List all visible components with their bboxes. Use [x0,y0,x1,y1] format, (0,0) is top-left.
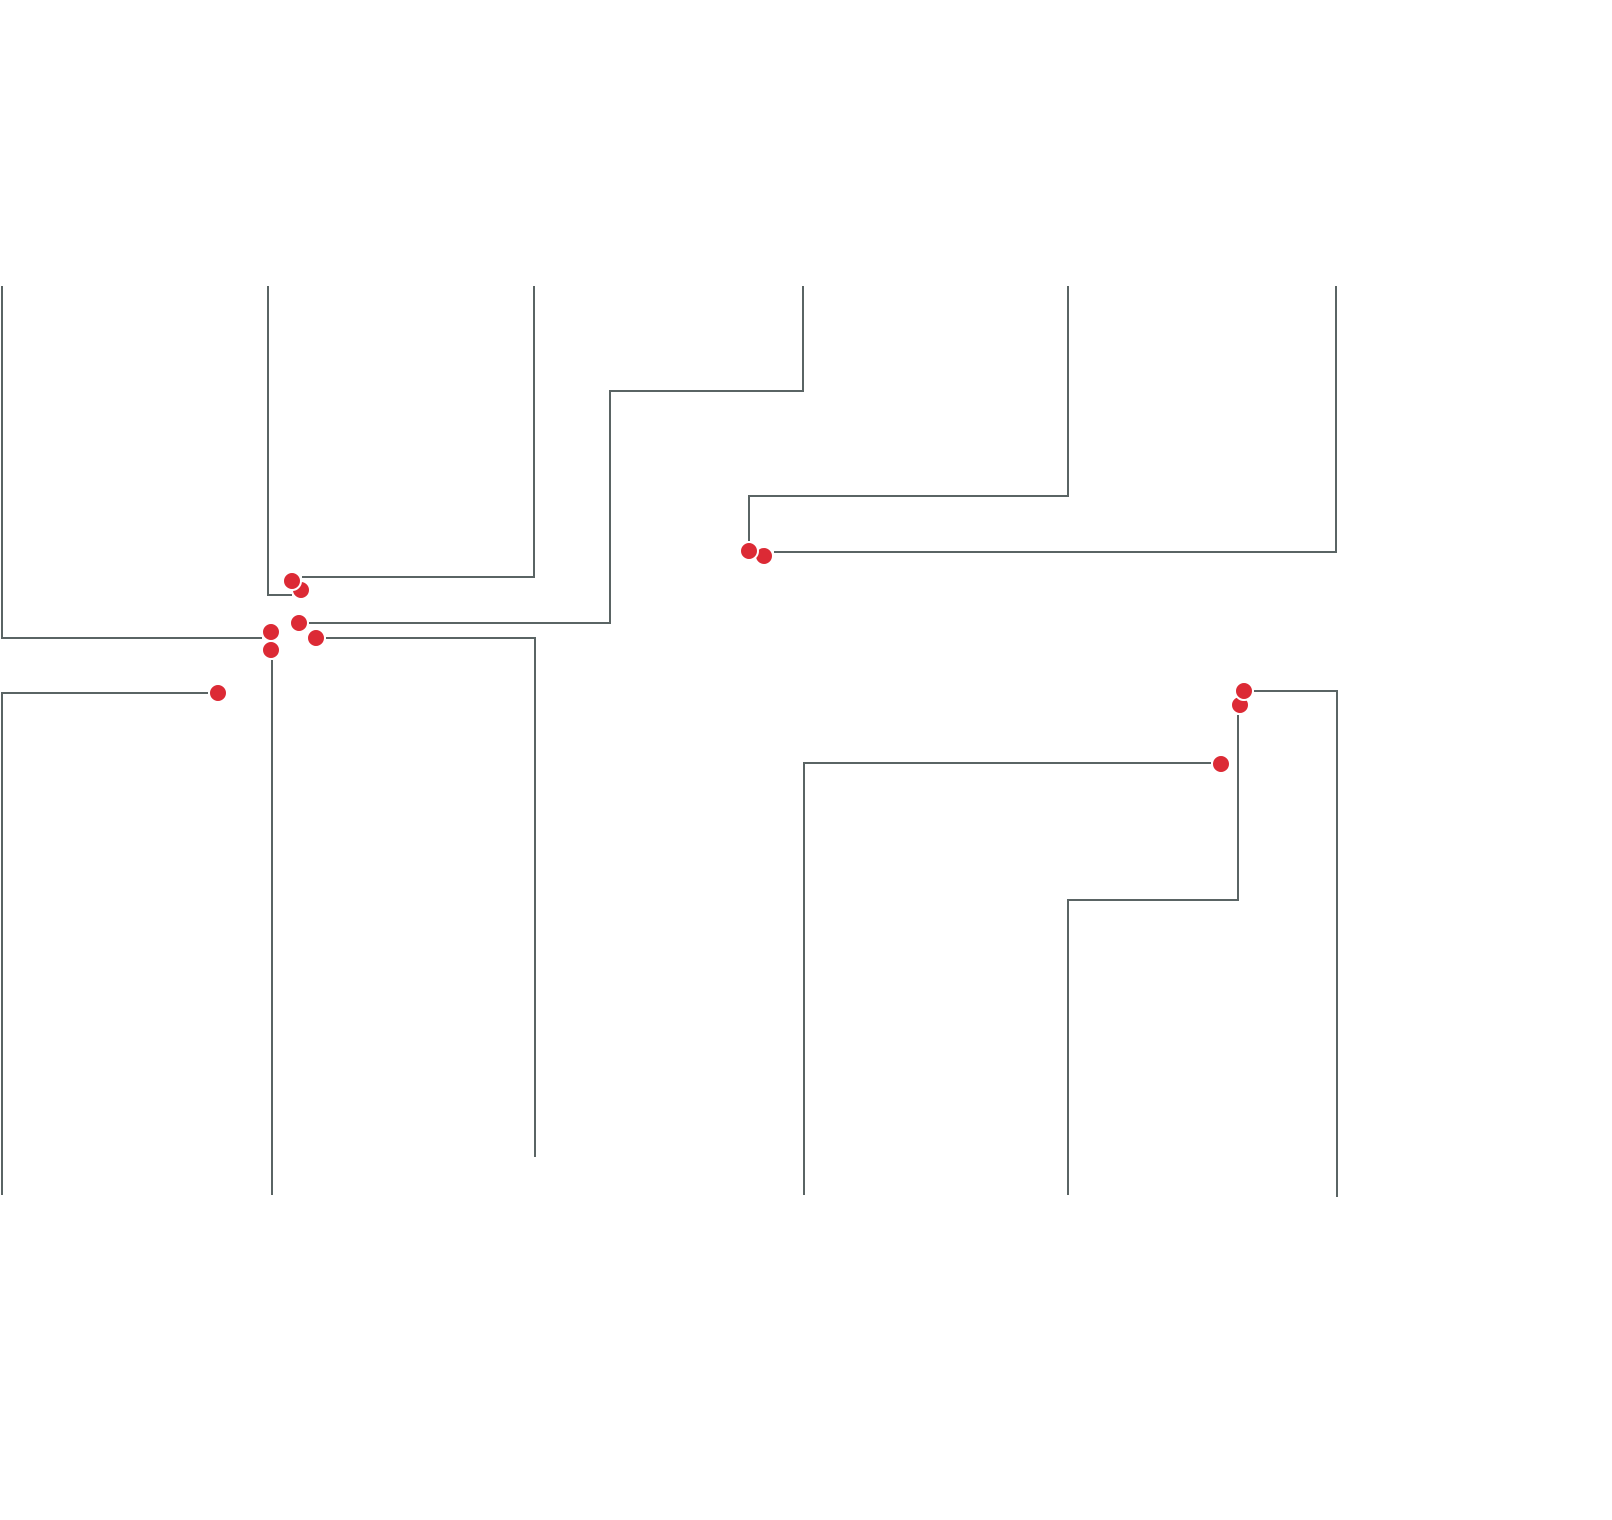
wire [774,286,1337,553]
wire [302,286,535,578]
node [261,640,281,660]
wires [1,286,1338,1197]
node [739,541,759,561]
node [208,683,228,703]
wire [1254,690,1338,1197]
wire [1,692,208,1195]
wire [309,286,804,624]
nodes [208,541,1254,774]
node [1234,681,1254,701]
wire [1067,715,1239,1195]
node [289,613,309,633]
wire [326,637,536,1157]
wire [1,286,262,639]
node [306,628,326,648]
wire [748,286,1069,541]
wire [267,286,292,596]
node [1211,754,1231,774]
node [282,571,302,591]
wire [803,762,1211,1195]
node [261,622,281,642]
